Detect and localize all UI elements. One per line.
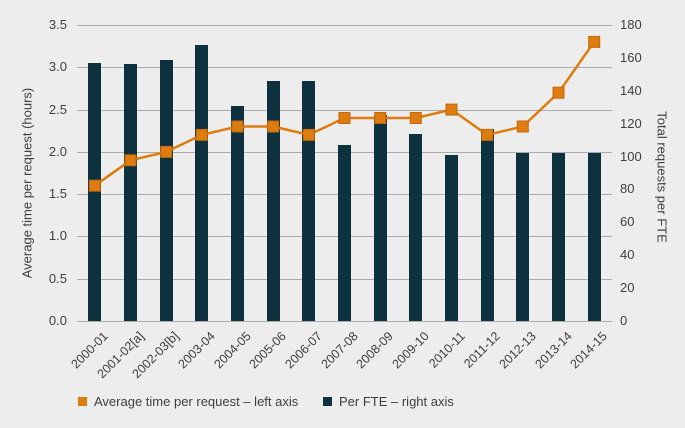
marker-2005-06 <box>267 120 280 133</box>
marker-2000-01 <box>88 179 101 192</box>
right-tick-140: 140 <box>620 82 642 98</box>
marker-2002-03[b] <box>160 145 173 158</box>
bar-2001-02[a] <box>124 64 137 321</box>
marker-2014-15 <box>588 35 601 48</box>
bar-2010-11 <box>445 155 458 321</box>
left-tick-1.0: 1.0 <box>48 228 67 244</box>
right-tick-120: 120 <box>620 115 642 131</box>
legend-label-bar-series: Per FTE – right axis <box>339 393 454 409</box>
bar-2005-06 <box>267 81 280 321</box>
marker-2001-02[a] <box>124 154 137 167</box>
marker-2013-14 <box>552 86 565 99</box>
left-tick-3.5: 3.5 <box>48 17 67 32</box>
bar-2009-10 <box>409 134 422 321</box>
right-tick-100: 100 <box>620 148 642 164</box>
bar-2011-12 <box>481 129 494 321</box>
legend-swatch-navy <box>323 396 332 406</box>
right-tick-80: 80 <box>620 181 635 197</box>
left-tick-2.5: 2.5 <box>48 101 67 117</box>
marker-2012-13 <box>516 120 529 133</box>
right-tick-20: 20 <box>620 280 635 296</box>
bar-2002-03[b] <box>160 60 173 321</box>
right-tick-180: 180 <box>620 17 642 32</box>
legend-item-line-series: Average time per request – left axis <box>78 392 298 410</box>
marker-2003-04 <box>195 128 208 141</box>
right-tick-40: 40 <box>620 247 635 263</box>
right-tick-0: 0 <box>620 313 628 328</box>
bar-2000-01 <box>88 63 101 321</box>
bar-2007-08 <box>338 145 351 321</box>
bar-2012-13 <box>516 153 529 321</box>
bar-2013-14 <box>552 153 565 321</box>
left-tick-0.0: 0.0 <box>48 313 67 328</box>
legend-label-line-series: Average time per request – left axis <box>94 393 299 409</box>
bar-2008-09 <box>374 115 387 321</box>
left-tick-1.5: 1.5 <box>48 186 67 202</box>
right-tick-60: 60 <box>620 214 635 230</box>
legend-swatch-orange <box>78 396 87 406</box>
bar-2004-05 <box>231 106 244 321</box>
marker-2010-11 <box>445 103 458 116</box>
marker-2008-09 <box>374 112 387 124</box>
legend-item-bar-series: Per FTE – right axis <box>323 392 454 410</box>
marker-2006-07 <box>302 128 315 141</box>
bar-2014-15 <box>588 153 601 321</box>
marker-2009-10 <box>409 112 422 124</box>
left-tick-2.0: 2.0 <box>48 143 67 159</box>
bar-2003-04 <box>195 45 208 321</box>
bar-2006-07 <box>302 81 315 321</box>
marker-2011-12 <box>481 128 494 141</box>
marker-2007-08 <box>338 112 351 124</box>
left-tick-3.0: 3.0 <box>48 59 67 75</box>
marker-2004-05 <box>231 120 244 133</box>
left-tick-0.5: 0.5 <box>48 270 67 286</box>
right-tick-160: 160 <box>620 49 642 65</box>
